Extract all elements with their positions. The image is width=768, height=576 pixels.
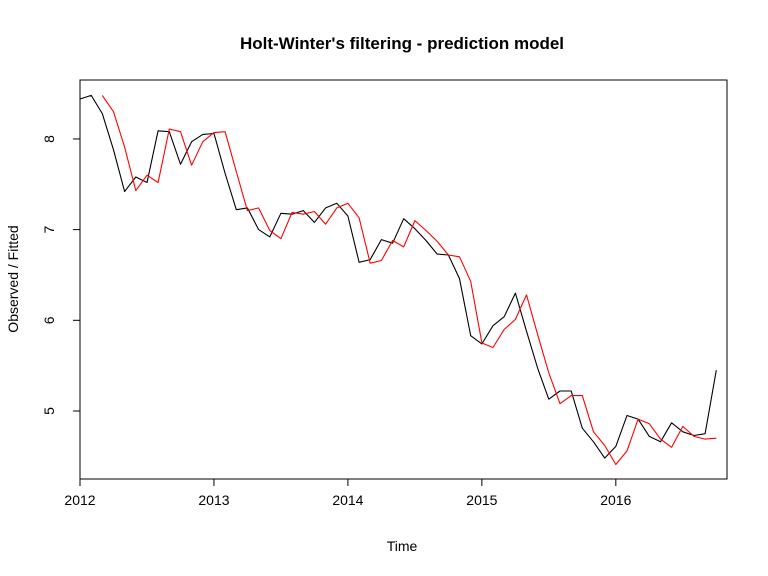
series-layer: [79, 94, 717, 466]
plot-frame: [79, 79, 728, 480]
y-tick-label: 5: [41, 407, 57, 415]
y-tick-label: 8: [41, 135, 57, 143]
x-tick-label: 2016: [600, 492, 631, 508]
x-tick-label: 2014: [332, 492, 363, 508]
x-axis-label: Time: [387, 538, 418, 554]
x-tick-label: 2015: [466, 492, 497, 508]
x-axis: 2012 2013 2014 2015 2016: [64, 479, 632, 508]
y-tick-label: 7: [41, 226, 57, 234]
x-tick-label: 2013: [198, 492, 229, 508]
fitted-series-line: [101, 95, 717, 466]
chart-title: Holt-Winter's filtering - prediction mod…: [240, 34, 564, 53]
y-axis-label: Observed / Fitted: [5, 225, 21, 332]
y-tick-label: 6: [41, 316, 57, 324]
observed-series-line: [79, 94, 717, 459]
x-tick-label: 2012: [64, 492, 95, 508]
y-axis: 5 6 7 8: [41, 135, 80, 415]
